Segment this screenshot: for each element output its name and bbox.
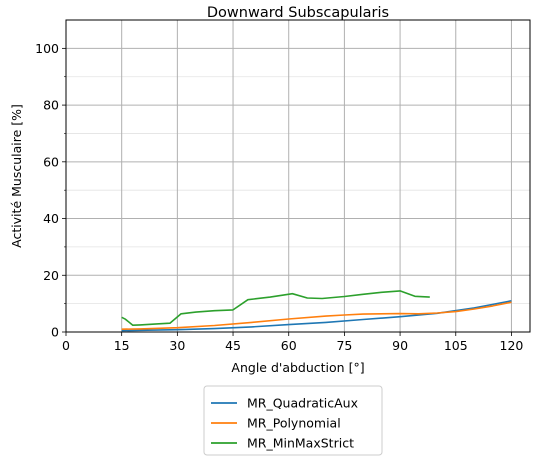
y-tick-label: 100 bbox=[35, 41, 59, 56]
y-axis-label: Activité Musculaire [%] bbox=[9, 104, 24, 248]
series-line-mr-polynomial bbox=[121, 301, 512, 330]
x-tick-label: 90 bbox=[392, 338, 408, 353]
x-tick-label: 30 bbox=[169, 338, 185, 353]
legend-label: MR_MinMaxStrict bbox=[247, 436, 354, 451]
x-tick-label: 15 bbox=[114, 338, 130, 353]
x-axis-label: Angle d'abduction [°] bbox=[231, 360, 364, 375]
x-tick-label: 75 bbox=[336, 338, 352, 353]
x-tick-label: 0 bbox=[62, 338, 70, 353]
grid bbox=[65, 20, 530, 333]
y-tick-label: 40 bbox=[43, 211, 59, 226]
legend-box bbox=[203, 385, 383, 456]
chart-title: Downward Subscapularis bbox=[207, 5, 389, 21]
series-line-mr-quadraticaux bbox=[121, 300, 512, 332]
series-lines bbox=[121, 290, 512, 332]
legend: MR_QuadraticAux MR_Polynomial MR_MinMaxStr… bbox=[203, 385, 383, 456]
y-tick-label: 0 bbox=[51, 325, 59, 340]
y-tick-label: 80 bbox=[43, 98, 59, 113]
x-tick-label: 60 bbox=[281, 338, 297, 353]
legend-label: MR_QuadraticAux bbox=[247, 396, 358, 411]
x-tick-label: 45 bbox=[225, 338, 241, 353]
plot-area-frame bbox=[65, 19, 531, 333]
series-line-mr-minmaxstrict bbox=[121, 290, 430, 327]
axis-ticks: 0 20 40 60 80 100 0 15 30 45 60 75 90 105 120 bbox=[35, 41, 523, 353]
x-tick-label: 105 bbox=[444, 338, 468, 353]
y-tick-label: 60 bbox=[43, 154, 59, 169]
x-tick-label: 120 bbox=[500, 338, 524, 353]
legend-label: MR_Polynomial bbox=[247, 416, 341, 431]
y-tick-label: 20 bbox=[43, 268, 59, 283]
